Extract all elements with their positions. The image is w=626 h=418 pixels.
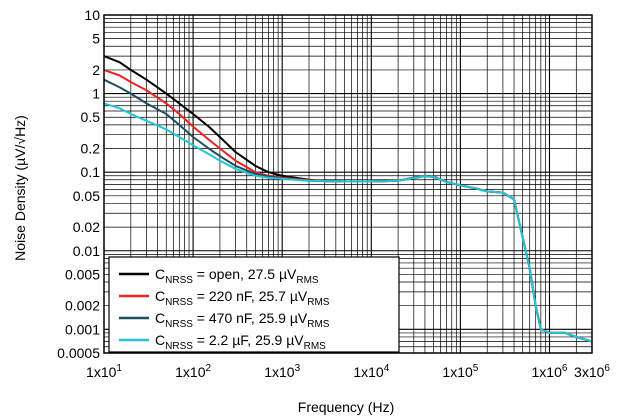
legend-label-4: CNRSS = 2.2 µF, 25.9 µVRMS: [155, 332, 326, 352]
y-tick-label: 5: [92, 31, 100, 47]
legend-label-3: CNRSS = 470 nF, 25.9 µVRMS: [155, 310, 330, 330]
x-tick-label: 1x103: [264, 363, 300, 380]
x-tick-label: 1x102: [175, 363, 211, 380]
y-tick-label: 0.5: [81, 109, 101, 125]
plot-frame: [103, 14, 593, 354]
y-tick-label: 0.05: [73, 188, 100, 204]
y-tick-label: 0.005: [65, 266, 100, 282]
x-tick-label: 1x105: [442, 363, 478, 380]
series-line-4: [103, 102, 593, 343]
x-tick-label: 1x106: [532, 363, 568, 380]
y-tick-label: 1: [92, 86, 100, 102]
x-tick-label: 1x104: [353, 363, 389, 380]
x-tick-label: 1x101: [86, 363, 122, 380]
tick-labels: 10 5 2 1 0.5 0.2 0.1 0.05 0.02 0.01 0.005 0.002 0.00…: [57, 7, 610, 380]
y-tick-label: 10: [84, 7, 100, 23]
y-tick-label: 0.2: [81, 141, 101, 157]
legend-box: [108, 256, 400, 353]
x-tick-label: 3x106: [574, 363, 610, 380]
y-tick-label: 0.02: [73, 219, 100, 235]
y-axis-title: Noise Density (µV/√Hz): [12, 115, 28, 261]
y-tick-label: 2: [92, 62, 100, 78]
x-axis-title: Frequency (Hz): [298, 399, 394, 415]
y-tick-label: 0.0005: [57, 345, 100, 361]
legend-label-1: CNRSS = open, 27.5 µVRMS: [155, 266, 319, 286]
legend-label-2: CNRSS = 220 nF, 25.7 µVRMS: [155, 288, 330, 308]
y-tick-label: 0.01: [73, 243, 100, 259]
y-tick-label: 0.1: [81, 164, 101, 180]
y-tick-label: 0.002: [65, 298, 100, 314]
y-tick-label: 0.001: [65, 321, 100, 337]
series-layer: [103, 55, 593, 343]
